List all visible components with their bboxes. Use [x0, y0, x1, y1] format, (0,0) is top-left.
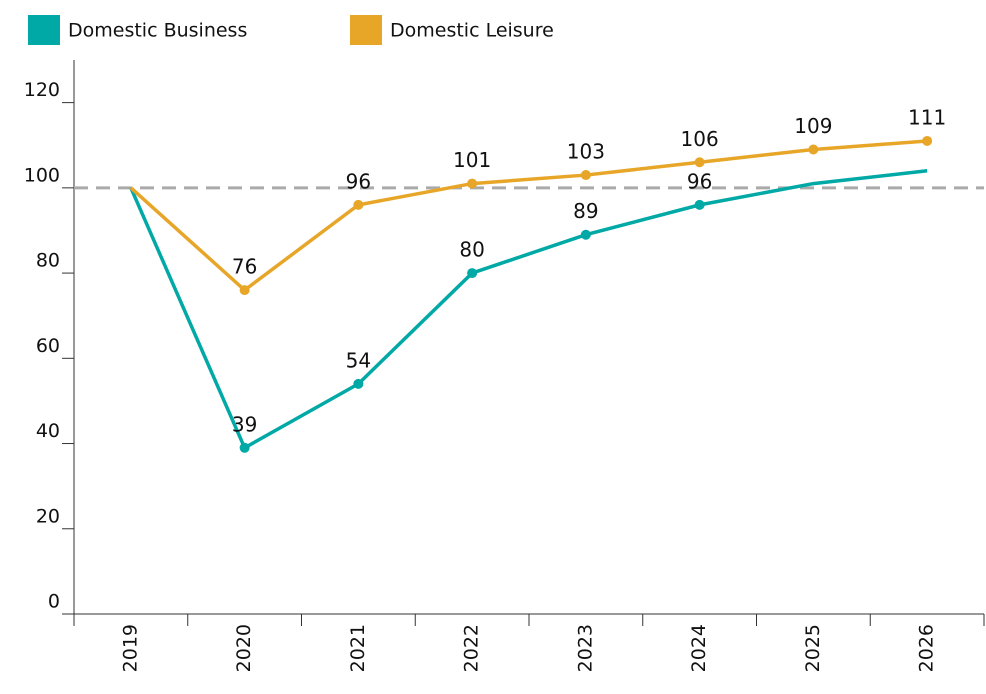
- point: [694, 199, 705, 210]
- x-tick-label: 2022: [461, 624, 483, 672]
- data-label: 89: [573, 199, 598, 223]
- point: [467, 268, 478, 279]
- point: [922, 135, 933, 146]
- x-tick-label: 2019: [119, 624, 141, 672]
- point: [694, 157, 705, 168]
- data-label: 76: [232, 255, 257, 279]
- data-label: 80: [459, 238, 484, 262]
- data-label: 111: [908, 105, 946, 129]
- y-tick-label: 120: [24, 79, 60, 101]
- legend-label: Domestic Business: [68, 20, 247, 42]
- x-tick-label: 2024: [688, 624, 710, 672]
- point: [467, 178, 478, 189]
- data-label: 54: [346, 348, 371, 372]
- point: [353, 199, 364, 210]
- point: [239, 442, 250, 453]
- data-label: 96: [346, 169, 371, 193]
- point: [580, 229, 591, 240]
- legend-label: Domestic Leisure: [390, 20, 554, 42]
- x-tick-label: 2021: [347, 624, 369, 672]
- x-tick-label: 2023: [574, 624, 596, 672]
- x-tick-label: 2025: [802, 624, 824, 672]
- data-label: 103: [567, 140, 605, 164]
- y-tick-label: 0: [48, 591, 60, 613]
- data-label: 106: [681, 127, 719, 151]
- series-line: [129, 169, 928, 451]
- legend-swatch: [350, 15, 382, 45]
- y-tick-label: 40: [36, 420, 60, 442]
- legend-swatch: [28, 15, 60, 45]
- point: [353, 378, 364, 389]
- point: [580, 170, 591, 181]
- data-label: 101: [453, 148, 491, 172]
- x-tick-label: 2026: [916, 624, 938, 672]
- point: [239, 285, 250, 296]
- y-tick-label: 20: [36, 505, 60, 527]
- series-line: [129, 139, 928, 293]
- y-tick-label: 100: [24, 164, 60, 186]
- data-label: 109: [794, 114, 832, 138]
- data-label: 96: [687, 169, 712, 193]
- x-tick-label: 2020: [233, 624, 255, 672]
- point: [808, 144, 819, 155]
- y-tick-label: 60: [36, 335, 60, 357]
- data-label: 39: [232, 412, 257, 436]
- y-tick-label: 80: [36, 250, 60, 272]
